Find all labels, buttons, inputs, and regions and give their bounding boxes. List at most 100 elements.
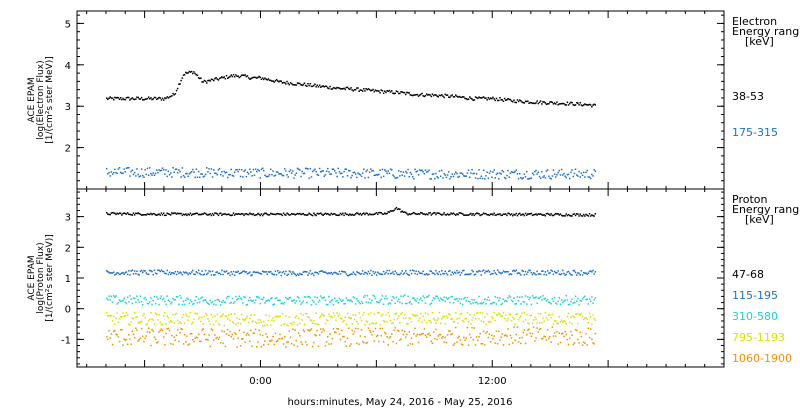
data-point (115, 213, 117, 216)
data-point (570, 215, 572, 217)
data-point (373, 90, 376, 93)
data-point (307, 213, 309, 216)
data-point (434, 94, 436, 96)
data-point (358, 213, 360, 216)
data-point (215, 271, 217, 274)
data-point (247, 321, 250, 324)
data-point (357, 212, 359, 215)
data-point (542, 337, 544, 340)
data-point (427, 213, 429, 216)
data-point (210, 78, 213, 81)
data-point (272, 273, 274, 276)
data-point (463, 321, 465, 323)
data-point (535, 213, 537, 215)
data-point (427, 313, 429, 315)
data-point (130, 214, 132, 216)
data-point (166, 269, 168, 272)
data-point (277, 270, 279, 272)
data-point (545, 300, 548, 302)
legend-title: Energy ranges (732, 203, 800, 216)
data-point (136, 270, 138, 272)
data-point (524, 342, 527, 345)
data-point (363, 312, 365, 314)
data-point (206, 301, 208, 303)
data-point (266, 273, 268, 275)
data-point (428, 332, 430, 335)
y-tick-label: 5 (65, 19, 71, 30)
data-point (151, 303, 153, 306)
data-point (464, 339, 466, 341)
data-point (578, 313, 580, 315)
data-point (139, 270, 142, 273)
data-point (576, 329, 578, 332)
data-point (544, 336, 547, 338)
data-point (580, 312, 583, 315)
data-point (379, 92, 381, 94)
data-point (218, 77, 221, 80)
data-point (138, 274, 140, 276)
data-point (453, 271, 456, 274)
data-point (517, 300, 520, 302)
data-point (301, 319, 303, 321)
data-point (282, 81, 285, 84)
data-point (432, 94, 435, 97)
data-point (119, 300, 122, 303)
data-point (484, 97, 486, 99)
data-point (368, 171, 371, 173)
data-point (565, 273, 567, 276)
data-point (501, 302, 503, 305)
data-point (331, 316, 334, 319)
data-point (406, 172, 408, 174)
data-point (420, 93, 422, 96)
data-point (297, 213, 300, 215)
data-point (181, 303, 184, 306)
data-point (389, 303, 392, 305)
data-point (484, 298, 486, 300)
data-point (239, 175, 242, 178)
data-point (361, 90, 364, 92)
data-point (258, 213, 260, 216)
data-point (246, 315, 249, 318)
data-point (222, 213, 224, 215)
data-point (553, 213, 556, 216)
data-point (420, 211, 422, 214)
data-point (587, 176, 590, 178)
data-point (138, 301, 140, 303)
data-point (346, 175, 349, 177)
data-point (346, 312, 349, 315)
data-point (538, 273, 541, 275)
data-point (375, 301, 378, 303)
data-point (300, 312, 302, 315)
data-point (302, 271, 305, 273)
data-point (309, 270, 312, 272)
data-point (171, 301, 173, 304)
data-point (524, 176, 527, 178)
data-point (220, 315, 222, 318)
data-point (253, 174, 256, 176)
data-point (451, 317, 453, 320)
data-point (398, 298, 400, 301)
data-point (236, 75, 238, 77)
data-point (443, 96, 445, 99)
data-point (455, 94, 457, 96)
data-point (557, 171, 559, 174)
data-point (202, 300, 204, 302)
data-point (194, 312, 196, 315)
data-point (345, 345, 348, 347)
data-point (587, 272, 590, 274)
data-point (249, 168, 251, 170)
data-point (258, 322, 260, 324)
data-point (514, 303, 516, 305)
data-point (150, 97, 152, 99)
data-point (257, 212, 259, 215)
data-point (543, 214, 545, 216)
data-point (482, 301, 485, 304)
data-point (311, 345, 314, 348)
data-point (279, 271, 281, 273)
data-point (579, 314, 581, 316)
data-point (564, 104, 566, 106)
data-point (396, 329, 399, 332)
data-point (357, 300, 359, 302)
data-point (498, 99, 500, 102)
